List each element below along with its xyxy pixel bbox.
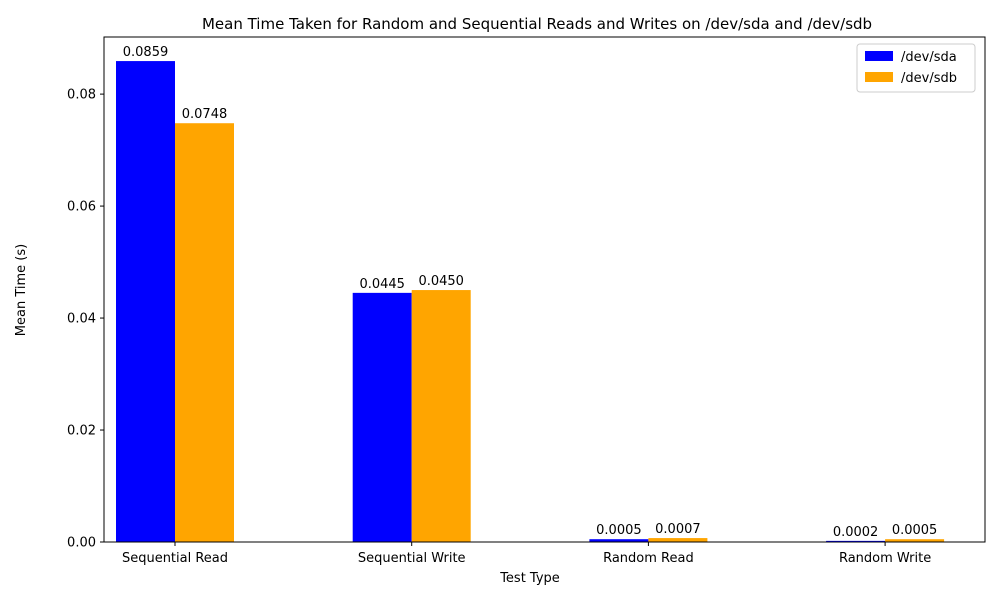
data-label: 0.0450 bbox=[418, 274, 464, 289]
data-label: 0.0445 bbox=[359, 277, 405, 292]
chart-title: Mean Time Taken for Random and Sequentia… bbox=[202, 15, 872, 33]
y-tick-label: 0.06 bbox=[67, 200, 96, 215]
x-axis: Sequential Read Sequential Write Random Re… bbox=[122, 542, 931, 566]
data-label: 0.0002 bbox=[833, 525, 879, 540]
plot-frame bbox=[103, 36, 986, 543]
legend: /dev/sda/dev/sdb bbox=[856, 43, 976, 93]
bar bbox=[826, 540, 886, 542]
bar bbox=[352, 292, 412, 542]
data-label: 0.0748 bbox=[182, 107, 228, 122]
legend-swatch bbox=[865, 51, 893, 61]
x-tick-label: Random Read bbox=[603, 551, 694, 566]
bar bbox=[175, 123, 234, 542]
y-tick-label: 0.02 bbox=[67, 424, 96, 439]
legend-label: /dev/sdb bbox=[901, 71, 957, 86]
bar bbox=[648, 538, 708, 542]
legend-label: /dev/sda bbox=[901, 50, 957, 65]
data-label: 0.0005 bbox=[892, 523, 938, 538]
bar bbox=[411, 290, 471, 542]
bar bbox=[589, 539, 649, 542]
bar bbox=[885, 539, 945, 542]
bar bbox=[116, 61, 175, 542]
legend-swatch bbox=[865, 72, 893, 82]
data-label: 0.0005 bbox=[596, 523, 642, 538]
plot-area: 0.0859 0.0445 0.0005 0.0002 0.0748 0.0450 0.00… bbox=[103, 36, 986, 543]
x-tick-label: Sequential Write bbox=[358, 551, 466, 566]
y-axis: 0.00 0.02 0.04 0.06 0.08 bbox=[67, 88, 104, 551]
data-label: 0.0859 bbox=[123, 45, 169, 60]
x-tick-label: Random Write bbox=[839, 551, 931, 566]
y-tick-label: 0.00 bbox=[67, 536, 96, 551]
data-label: 0.0007 bbox=[655, 522, 701, 537]
x-tick-label: Sequential Read bbox=[122, 551, 228, 566]
x-axis-label: Test Type bbox=[499, 571, 560, 586]
y-tick-label: 0.08 bbox=[67, 88, 96, 103]
y-axis-label: Mean Time (s) bbox=[14, 244, 29, 336]
y-tick-label: 0.04 bbox=[67, 312, 96, 327]
